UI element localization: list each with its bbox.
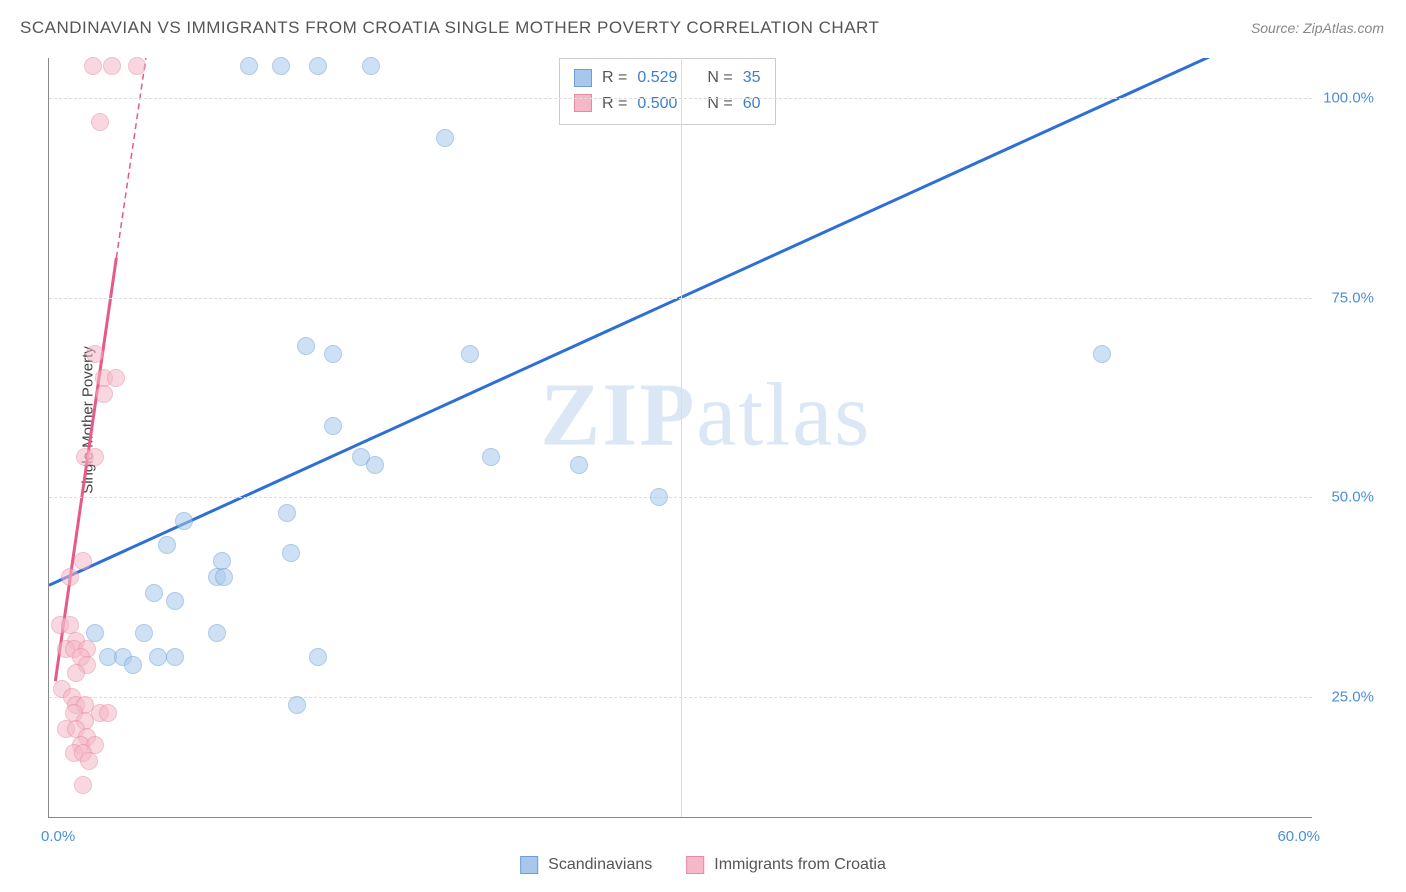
scatter-point	[461, 345, 479, 363]
legend-item-label: Scandinavians	[548, 856, 652, 874]
y-tick-label: 100.0%	[1323, 89, 1374, 106]
legend-r-value: 0.500	[637, 91, 677, 117]
scatter-point	[482, 448, 500, 466]
scatter-point	[436, 129, 454, 147]
scatter-point	[74, 776, 92, 794]
scatter-point	[86, 345, 104, 363]
scatter-point	[135, 624, 153, 642]
scatter-point	[145, 584, 163, 602]
chart-title: SCANDINAVIAN VS IMMIGRANTS FROM CROATIA …	[20, 18, 879, 38]
scatter-point	[74, 552, 92, 570]
scatter-point	[107, 369, 125, 387]
scatter-point	[103, 57, 121, 75]
scatter-point	[650, 488, 668, 506]
legend-swatch-icon	[686, 856, 704, 874]
scatter-point	[1093, 345, 1111, 363]
scatter-point	[208, 624, 226, 642]
x-tick-label: 0.0%	[41, 828, 75, 845]
scatter-point	[272, 57, 290, 75]
legend-r-label: R =	[602, 91, 627, 117]
y-tick-label: 75.0%	[1331, 289, 1374, 306]
legend-item: Scandinavians	[520, 856, 652, 874]
gridline-vertical	[681, 58, 682, 817]
scatter-point	[240, 57, 258, 75]
legend-n-value: 35	[743, 65, 761, 91]
scatter-point	[80, 752, 98, 770]
scatter-point	[278, 504, 296, 522]
legend-item-label: Immigrants from Croatia	[714, 856, 886, 874]
scatter-point	[158, 536, 176, 554]
scatter-point	[166, 648, 184, 666]
y-tick-label: 25.0%	[1331, 689, 1374, 706]
scatter-point	[124, 656, 142, 674]
scatter-point	[570, 456, 588, 474]
scatter-point	[297, 337, 315, 355]
scatter-point	[309, 648, 327, 666]
legend-swatch-icon	[520, 856, 538, 874]
legend-r-label: R =	[602, 65, 627, 91]
scatter-point	[324, 345, 342, 363]
scatter-point	[99, 704, 117, 722]
scatter-point	[166, 592, 184, 610]
legend-n-label: N =	[707, 65, 732, 91]
watermark-bold: ZIP	[540, 365, 696, 464]
legend-n-label: N =	[707, 91, 732, 117]
legend-row: R = 0.500 N = 60	[574, 91, 761, 117]
watermark-text: ZIPatlas	[540, 363, 871, 466]
correlation-legend: R = 0.529 N = 35 R = 0.500 N = 60	[559, 58, 776, 125]
legend-r-value: 0.529	[637, 65, 677, 91]
scatter-point	[324, 417, 342, 435]
legend-n-value: 60	[743, 91, 761, 117]
scatter-point	[61, 568, 79, 586]
scatter-plot-area: ZIPatlas R = 0.529 N = 35 R = 0.500 N = …	[48, 58, 1312, 818]
series-legend: Scandinavians Immigrants from Croatia	[520, 856, 886, 874]
scatter-point	[91, 113, 109, 131]
scatter-point	[128, 57, 146, 75]
scatter-point	[86, 448, 104, 466]
scatter-point	[149, 648, 167, 666]
legend-swatch-icon	[574, 69, 592, 87]
scatter-point	[67, 664, 85, 682]
scatter-point	[84, 57, 102, 75]
scatter-point	[288, 696, 306, 714]
scatter-point	[95, 385, 113, 403]
watermark-light: atlas	[696, 365, 871, 464]
source-attribution: Source: ZipAtlas.com	[1251, 20, 1384, 36]
scatter-point	[366, 456, 384, 474]
legend-row: R = 0.529 N = 35	[574, 65, 761, 91]
scatter-point	[309, 57, 327, 75]
trend-line	[116, 58, 145, 258]
scatter-point	[282, 544, 300, 562]
scatter-point	[215, 568, 233, 586]
scatter-point	[175, 512, 193, 530]
x-tick-label: 60.0%	[1277, 828, 1320, 845]
scatter-point	[362, 57, 380, 75]
y-tick-label: 50.0%	[1331, 489, 1374, 506]
legend-item: Immigrants from Croatia	[686, 856, 886, 874]
